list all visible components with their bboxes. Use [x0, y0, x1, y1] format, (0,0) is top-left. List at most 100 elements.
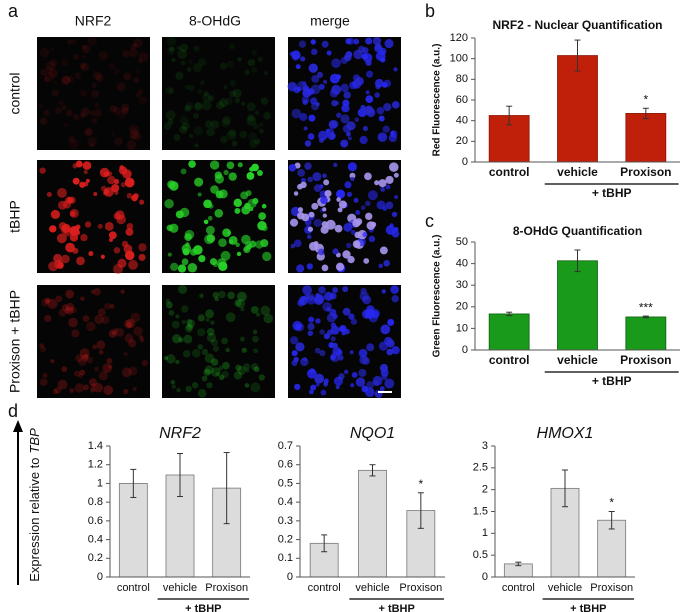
- cell: [252, 335, 259, 343]
- cell: [251, 66, 258, 73]
- cell: [215, 372, 220, 377]
- cell: [188, 133, 194, 139]
- cell: [166, 354, 176, 364]
- cell: [79, 348, 90, 359]
- cell: [206, 234, 216, 243]
- row-label: Proxison + tBHP: [7, 290, 23, 393]
- cell: [75, 224, 81, 230]
- cell: [320, 196, 328, 205]
- cell: [364, 309, 375, 319]
- cell: [210, 120, 220, 130]
- cell: [348, 313, 355, 320]
- cell: [188, 160, 196, 168]
- cell: [229, 80, 236, 87]
- x-tick-label: Proxison: [205, 582, 248, 594]
- y-tick-label: 0: [462, 156, 468, 168]
- cell: [380, 187, 386, 192]
- cell: [209, 160, 220, 170]
- cell: [250, 305, 259, 314]
- cell: [326, 50, 332, 56]
- cell: [201, 100, 212, 111]
- cell: [335, 262, 345, 271]
- significance: *: [609, 496, 614, 510]
- cell: [365, 90, 370, 95]
- cell: [393, 195, 399, 200]
- cell: [319, 329, 325, 335]
- cell: [330, 325, 340, 335]
- cell: [239, 336, 245, 342]
- cell: [323, 179, 330, 186]
- cell: [49, 225, 57, 233]
- bar: [625, 113, 667, 163]
- cell: [204, 365, 214, 375]
- cell: [308, 63, 318, 73]
- cell: [219, 374, 225, 381]
- cell: [233, 371, 243, 380]
- cell: [349, 350, 354, 355]
- cell: [365, 59, 372, 66]
- cell: [74, 370, 81, 377]
- cell: [323, 333, 330, 340]
- y-tick-label: 60: [456, 94, 468, 106]
- cell: [69, 388, 74, 393]
- cell: [61, 75, 71, 85]
- cell: [355, 377, 366, 387]
- cell: [288, 163, 297, 172]
- y-tick-label: 100: [450, 53, 468, 65]
- micrograph: [162, 37, 275, 150]
- cell: [298, 40, 307, 48]
- cell: [335, 74, 342, 80]
- y-tick-label: 3: [482, 440, 488, 452]
- cell: [353, 197, 359, 203]
- cell: [343, 369, 349, 375]
- cell: [214, 296, 220, 302]
- cell: [94, 102, 100, 109]
- cell: [68, 317, 78, 328]
- cell: [83, 128, 92, 137]
- cell: [181, 122, 190, 131]
- cell: [310, 384, 317, 391]
- cell: [263, 71, 268, 76]
- cell: [351, 372, 358, 378]
- cell: [357, 45, 366, 54]
- cell: [381, 82, 388, 88]
- cell: [101, 315, 110, 325]
- cell: [206, 382, 213, 389]
- cell: [169, 46, 175, 52]
- cell: [81, 107, 90, 117]
- cell: [214, 174, 224, 184]
- cell: [233, 198, 242, 208]
- cell: [52, 80, 57, 85]
- cell: [391, 101, 400, 109]
- cell: [197, 192, 202, 197]
- x-tick-label: control: [117, 582, 150, 594]
- cell: [128, 124, 139, 135]
- cell: [45, 65, 54, 74]
- cell: [179, 116, 189, 125]
- cell: [121, 106, 129, 115]
- cell: [70, 306, 77, 314]
- cell: [197, 344, 204, 350]
- cell: [199, 293, 204, 299]
- cell: [386, 348, 394, 356]
- cell: [255, 240, 264, 249]
- cell: [374, 180, 380, 186]
- cell: [241, 347, 247, 353]
- significance: *: [643, 92, 648, 106]
- cell: [108, 364, 113, 369]
- cell: [333, 376, 343, 386]
- y-tick-label: 2.5: [473, 462, 488, 474]
- cell: [180, 60, 186, 66]
- cell: [293, 356, 299, 363]
- cell: [365, 37, 373, 45]
- cell: [342, 99, 350, 107]
- cell: [168, 87, 175, 95]
- cell: [384, 378, 395, 389]
- cell: [168, 310, 175, 316]
- cell: [317, 248, 325, 256]
- cell: [81, 354, 89, 362]
- cell: [72, 113, 80, 121]
- cell: [83, 181, 89, 187]
- cell: [191, 348, 201, 358]
- chart-title: HMOX1: [537, 425, 594, 442]
